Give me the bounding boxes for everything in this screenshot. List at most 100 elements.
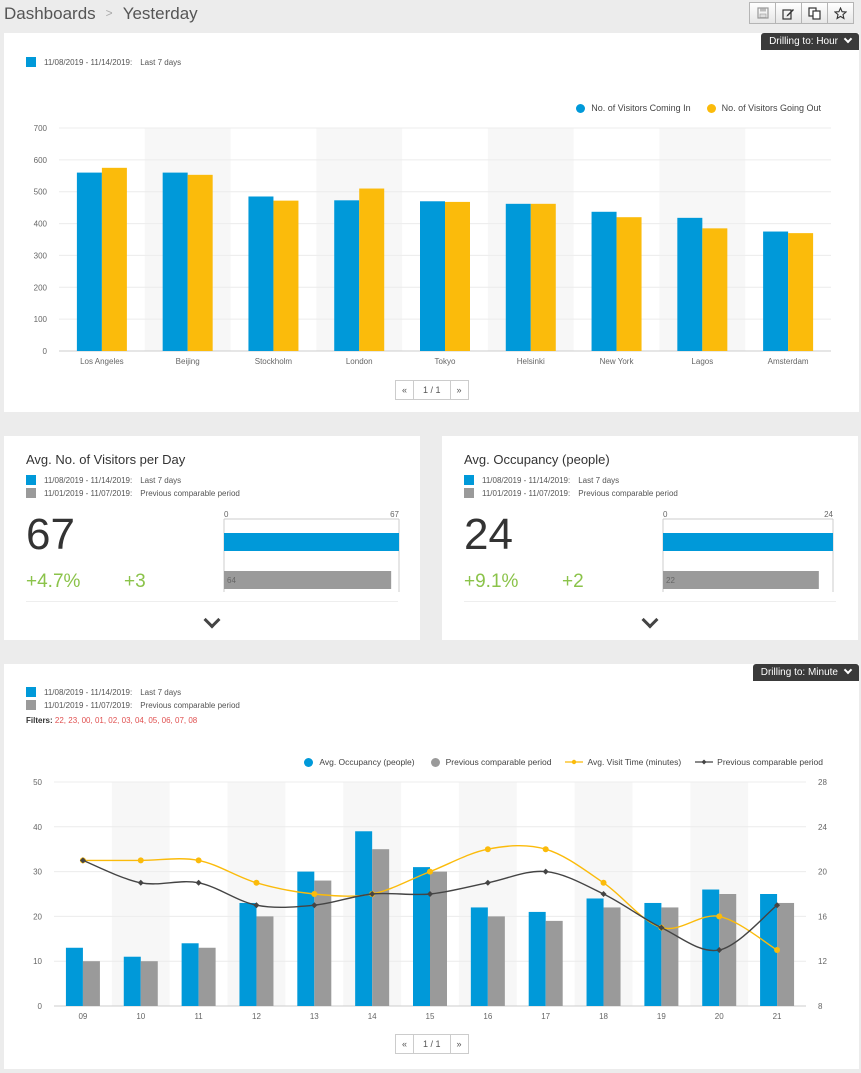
- pager-prev-button[interactable]: «: [402, 1039, 408, 1049]
- y-left-tick-label: 40: [33, 823, 42, 832]
- period-label: Last 7 days: [140, 475, 182, 485]
- legend-prev-line[interactable]: Previous comparable period: [717, 757, 823, 767]
- bar-coming-in: [505, 203, 531, 351]
- period-label: Last 7 days: [140, 57, 182, 67]
- y-tick-label: 500: [34, 188, 48, 197]
- y-tick-label: 600: [34, 156, 48, 165]
- prev-period-swatch: [464, 488, 474, 498]
- pager-next-button[interactable]: »: [456, 385, 462, 395]
- period-label: Last 7 days: [578, 475, 620, 485]
- point-prev-visit-time: [253, 902, 260, 909]
- star-icon[interactable]: [827, 2, 854, 24]
- kpi-abs-change: +3: [124, 571, 146, 592]
- period-swatch: [26, 687, 36, 697]
- kpi-comparison-bars: 0 67 64: [223, 510, 400, 592]
- current-period-bar: [224, 533, 399, 551]
- y-right-tick-label: 8: [818, 1002, 823, 1011]
- y-right-tick-label: 16: [818, 912, 827, 921]
- point-prev-visit-time: [79, 857, 86, 864]
- legend-in[interactable]: No. of Visitors Coming In: [591, 103, 691, 113]
- pager-prev-button[interactable]: «: [402, 385, 408, 395]
- kpi-visitors-panel: Avg. No. of Visitors per Day 11/08/2019 …: [4, 436, 420, 640]
- period-legend: 11/08/2019 - 11/14/2019: Last 7 days: [26, 686, 181, 698]
- x-tick-label: 16: [483, 1012, 492, 1021]
- drill-minute-button[interactable]: Drilling to: Minute: [752, 664, 859, 681]
- drill-label: Drilling to: Hour: [769, 36, 838, 47]
- point-prev-visit-time: [542, 868, 549, 875]
- breadcrumb: Dashboards > Yesterday: [4, 4, 198, 24]
- prev-period-label: Previous comparable period: [140, 488, 240, 498]
- prev-period-legend: 11/01/2019 - 11/07/2019: Previous compar…: [464, 487, 678, 499]
- bar-prev-occupancy: [719, 894, 737, 1006]
- bar-going-out: [273, 200, 299, 351]
- y-left-tick-label: 10: [33, 957, 42, 966]
- legend-out[interactable]: No. of Visitors Going Out: [721, 103, 821, 113]
- bar-occupancy: [702, 889, 720, 1006]
- prev-period-bar: [663, 571, 819, 589]
- pager-next-button[interactable]: »: [456, 1039, 462, 1049]
- point-prev-visit-time: [195, 879, 202, 886]
- bar-coming-in: [162, 172, 188, 351]
- legend-prev-bars[interactable]: Previous comparable period: [445, 757, 552, 767]
- pager-page: 1 / 1: [413, 381, 451, 399]
- y-right-tick-label: 28: [818, 778, 827, 787]
- y-tick-label: 400: [34, 220, 48, 229]
- bar-going-out: [702, 228, 728, 351]
- occupancy-combo-chart: 0 10 20 30 40 50 8 12 16 20 24 28 09 10 11 12 13 14 15 16 17…: [33, 778, 827, 1021]
- bar-occupancy: [413, 867, 430, 1006]
- copy-icon[interactable]: [801, 2, 828, 24]
- bar-prev-occupancy: [314, 880, 332, 1006]
- point-visit-time: [253, 879, 260, 886]
- legend-dot-occupancy: [304, 757, 314, 767]
- kpi-occupancy-panel: Avg. Occupancy (people) 11/08/2019 - 11/…: [442, 436, 858, 640]
- bar-occupancy: [123, 956, 141, 1006]
- chevron-down-icon: [843, 665, 853, 675]
- y-left-tick-label: 50: [33, 778, 42, 787]
- x-tick-label: Beijing: [176, 357, 200, 366]
- bar-occupancy: [528, 911, 546, 1006]
- bar-going-out: [616, 217, 642, 351]
- y-tick-label: 300: [34, 251, 48, 260]
- prev-period-swatch: [26, 700, 36, 710]
- period-swatch: [26, 475, 36, 485]
- bar-coming-in: [76, 172, 102, 351]
- expand-chevron-icon[interactable]: [641, 611, 659, 629]
- y-left-tick-label: 0: [38, 1002, 43, 1011]
- kpi-title: Avg. Occupancy (people): [464, 452, 610, 467]
- breadcrumb-current: Yesterday: [122, 4, 198, 23]
- breadcrumb-root[interactable]: Dashboards: [4, 4, 96, 23]
- bar-coming-in: [334, 200, 360, 351]
- x-tick-label: New York: [600, 357, 635, 366]
- bar-prev-occupancy: [140, 961, 158, 1006]
- edit-icon[interactable]: [775, 2, 802, 24]
- point-prev-visit-time: [311, 902, 318, 909]
- y-tick-label: 200: [34, 283, 48, 292]
- toolbar: [749, 2, 854, 24]
- x-tick-label: Amsterdam: [768, 357, 809, 366]
- prev-period-range: 11/01/2019 - 11/07/2019:: [44, 488, 133, 498]
- kpi-pct-change: +9.1%: [464, 571, 519, 592]
- prev-period-label: Previous comparable period: [140, 700, 240, 710]
- prev-period-label: Previous comparable period: [578, 488, 678, 498]
- y-right-tick-label: 20: [818, 868, 827, 877]
- prev-period-legend: 11/01/2019 - 11/07/2019: Previous compar…: [26, 487, 240, 499]
- top-bar: Dashboards > Yesterday: [0, 0, 861, 30]
- legend-visit-time[interactable]: Avg. Visit Time (minutes): [587, 757, 682, 767]
- bar-prev-occupancy: [256, 916, 274, 1006]
- filters-values[interactable]: 22, 23, 00, 01, 02, 03, 04, 05, 06, 07, …: [54, 716, 198, 725]
- save-icon[interactable]: [749, 2, 776, 24]
- period-swatch: [464, 475, 474, 485]
- x-tick-label: 12: [252, 1012, 261, 1021]
- bar-occupancy: [65, 947, 83, 1006]
- drill-hour-button[interactable]: Drilling to: Hour: [761, 33, 859, 50]
- bar-occupancy: [181, 943, 199, 1006]
- bar-going-out: [101, 167, 127, 351]
- expand-chevron-icon[interactable]: [203, 611, 221, 629]
- filters: Filters: 22, 23, 00, 01, 02, 03, 04, 05,…: [26, 716, 197, 725]
- x-tick-label: Tokyo: [435, 357, 456, 366]
- period-legend: 11/08/2019 - 11/14/2019: Last 7 days: [26, 56, 181, 68]
- x-tick-label: 13: [310, 1012, 319, 1021]
- legend-occupancy[interactable]: Avg. Occupancy (people): [319, 757, 415, 767]
- bar-going-out: [788, 233, 814, 351]
- bar-coming-in: [763, 231, 789, 351]
